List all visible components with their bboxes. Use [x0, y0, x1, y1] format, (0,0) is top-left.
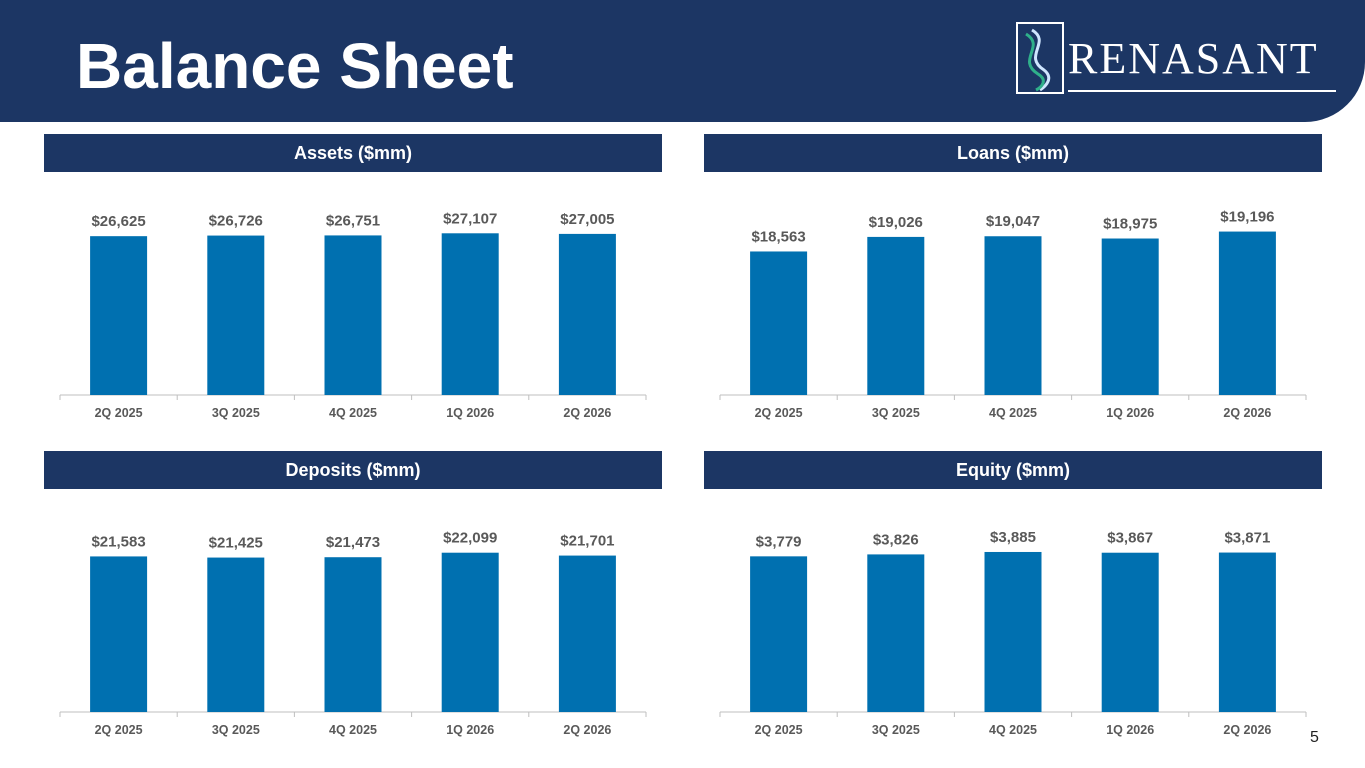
logo-mark-icon — [1016, 22, 1064, 94]
equity-data-label: $3,867 — [1107, 530, 1153, 547]
deposits-category-label: 3Q 2025 — [212, 723, 260, 737]
equity-data-label: $3,779 — [756, 533, 802, 550]
assets-category-label: 3Q 2025 — [212, 406, 260, 420]
equity-bar — [984, 551, 1042, 712]
assets-chart-title: Assets ($mm) — [44, 134, 662, 172]
loans-bar — [1218, 231, 1276, 395]
loans-panel: Loans ($mm) $18,563 2Q 2025 $19,026 3Q 2025… — [704, 134, 1324, 424]
deposits-bar — [324, 557, 382, 712]
deposits-data-label: $22,099 — [443, 530, 497, 547]
loans-chart: $18,563 2Q 2025 $19,026 3Q 2025 $19,047 4Q 20… — [719, 209, 1307, 420]
loans-bar — [867, 236, 925, 395]
deposits-category-label: 1Q 2026 — [446, 723, 494, 737]
deposits-chart: $21,583 2Q 2025 $21,425 3Q 2025 $21,473 4Q 20… — [59, 530, 647, 737]
equity-bar — [1101, 552, 1159, 712]
page-title: Balance Sheet — [76, 30, 514, 102]
loans-bar — [750, 251, 808, 395]
equity-bar — [1218, 552, 1276, 712]
loans-category-label: 4Q 2025 — [989, 406, 1037, 420]
loans-data-label: $19,026 — [869, 214, 923, 231]
page-number: 5 — [1310, 729, 1319, 746]
assets-bar — [207, 235, 265, 395]
assets-bar — [558, 233, 616, 395]
deposits-bar — [558, 555, 616, 712]
deposits-bar — [441, 552, 499, 712]
assets-category-label: 2Q 2025 — [95, 406, 143, 420]
equity-chart: $3,779 2Q 2025 $3,826 3Q 2025 $3,885 4Q 2025 $… — [719, 529, 1307, 737]
equity-bar — [750, 556, 808, 712]
assets-bar — [324, 235, 382, 395]
loans-data-label: $18,563 — [751, 228, 805, 245]
deposits-panel: Deposits ($mm) $21,583 2Q 2025 $21,425 3Q 2… — [44, 451, 664, 741]
assets-bar — [90, 236, 148, 395]
equity-bar — [867, 554, 925, 712]
equity-category-label: 2Q 2026 — [1223, 723, 1271, 737]
equity-chart-title: Equity ($mm) — [704, 451, 1322, 489]
assets-data-label: $27,005 — [560, 211, 614, 228]
assets-category-label: 2Q 2026 — [563, 406, 611, 420]
assets-data-label: $26,726 — [209, 213, 263, 230]
assets-category-label: 4Q 2025 — [329, 406, 377, 420]
loans-data-label: $18,975 — [1103, 216, 1157, 233]
assets-data-label: $27,107 — [443, 210, 497, 227]
loans-bar — [1101, 238, 1159, 395]
assets-category-label: 1Q 2026 — [446, 406, 494, 420]
equity-category-label: 4Q 2025 — [989, 723, 1037, 737]
equity-category-label: 2Q 2025 — [755, 723, 803, 737]
deposits-bar — [90, 556, 148, 712]
header-bar: Balance Sheet RENASANT — [0, 0, 1365, 122]
equity-category-label: 1Q 2026 — [1106, 723, 1154, 737]
deposits-data-label: $21,583 — [91, 533, 145, 550]
assets-data-label: $26,751 — [326, 212, 380, 229]
deposits-bar — [207, 557, 265, 712]
equity-panel: Equity ($mm) $3,779 2Q 2025 $3,826 3Q 2025 $… — [704, 451, 1324, 741]
equity-data-label: $3,885 — [990, 529, 1036, 546]
deposits-data-label: $21,425 — [209, 535, 263, 552]
equity-data-label: $3,871 — [1224, 530, 1270, 547]
deposits-data-label: $21,701 — [560, 533, 614, 550]
deposits-chart-title: Deposits ($mm) — [44, 451, 662, 489]
assets-data-label: $26,625 — [91, 213, 145, 230]
loans-category-label: 2Q 2025 — [755, 406, 803, 420]
loans-category-label: 3Q 2025 — [872, 406, 920, 420]
deposits-data-label: $21,473 — [326, 534, 380, 551]
loans-data-label: $19,047 — [986, 213, 1040, 230]
equity-data-label: $3,826 — [873, 531, 919, 548]
assets-panel: Assets ($mm) $26,625 2Q 2025 $26,726 3Q 202… — [44, 134, 664, 424]
logo-underline — [1068, 90, 1336, 92]
loans-category-label: 2Q 2026 — [1223, 406, 1271, 420]
loans-bar — [984, 236, 1042, 395]
loans-chart-title: Loans ($mm) — [704, 134, 1322, 172]
loans-data-label: $19,196 — [1220, 209, 1274, 226]
loans-category-label: 1Q 2026 — [1106, 406, 1154, 420]
assets-bar — [441, 233, 499, 395]
renasant-logo: RENASANT — [1016, 22, 1338, 96]
deposits-category-label: 2Q 2025 — [95, 723, 143, 737]
deposits-category-label: 2Q 2026 — [563, 723, 611, 737]
logo-text: RENASANT — [1068, 34, 1319, 83]
equity-category-label: 3Q 2025 — [872, 723, 920, 737]
deposits-category-label: 4Q 2025 — [329, 723, 377, 737]
assets-chart: $26,625 2Q 2025 $26,726 3Q 2025 $26,751 4Q 20… — [59, 210, 647, 420]
